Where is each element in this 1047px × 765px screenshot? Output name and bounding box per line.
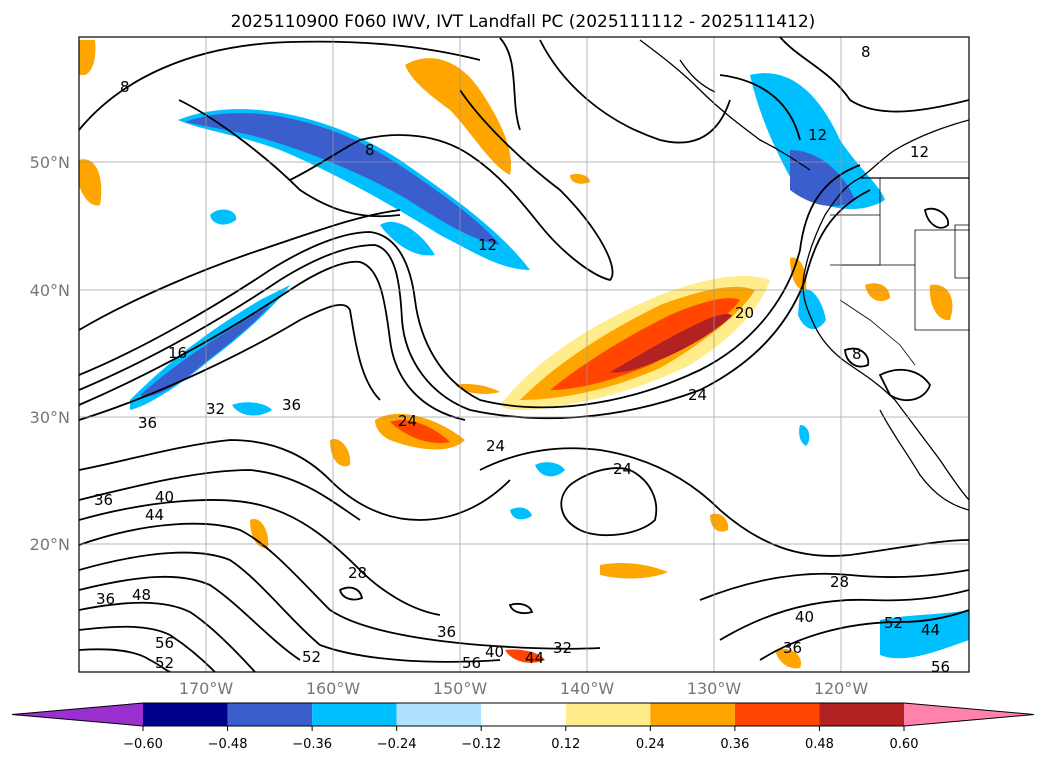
contour-labels: 8 8 12 8 12 12 16 20 24 24 24 24 32 36 3… xyxy=(94,43,950,676)
colorbar-segment-under xyxy=(12,703,143,726)
contour-label-32: 32 xyxy=(206,400,225,418)
contour-label-12: 12 xyxy=(808,126,827,144)
colorbar-segment xyxy=(312,703,397,726)
contour-label-56: 56 xyxy=(462,654,481,672)
lon-label-170w: 170°W xyxy=(179,679,234,698)
contour-label-8: 8 xyxy=(852,345,862,363)
colorbar-segment xyxy=(396,703,482,726)
contour-label-52: 52 xyxy=(302,648,321,666)
contour-label-36: 36 xyxy=(96,590,115,608)
contour-label-36: 36 xyxy=(783,639,802,657)
contour-label-16: 16 xyxy=(168,344,187,362)
graticule xyxy=(79,37,969,672)
contour-label-44: 44 xyxy=(525,649,544,667)
contour-label-36: 36 xyxy=(437,623,456,641)
colorbar-tick-label: −0.24 xyxy=(377,737,417,752)
contour-label-8: 8 xyxy=(120,78,130,96)
lon-label-140w: 140°W xyxy=(560,679,615,698)
contour-label-52: 52 xyxy=(884,614,903,632)
coastline xyxy=(639,39,969,511)
lon-label-160w: 160°W xyxy=(306,679,361,698)
lat-label-50n: 50°N xyxy=(30,153,70,172)
contour-label-56: 56 xyxy=(931,658,950,676)
lat-label-40n: 40°N xyxy=(30,281,70,300)
contour-label-44: 44 xyxy=(921,621,940,639)
contour-label-52: 52 xyxy=(155,654,174,672)
contour-label-40: 40 xyxy=(795,608,814,626)
colorbar-segment xyxy=(650,703,735,726)
latitude-labels: 50°N 40°N 30°N 20°N xyxy=(30,153,70,554)
contour-label-36: 36 xyxy=(138,414,157,432)
map-frame xyxy=(78,36,970,673)
colorbar-tick-label: −0.48 xyxy=(208,737,248,752)
contour-label-32: 32 xyxy=(553,639,572,657)
contour-label-12: 12 xyxy=(478,236,497,254)
contour-label-12: 12 xyxy=(910,143,929,161)
colorbar-tick-label: 0.24 xyxy=(636,737,665,752)
colorbar-tick-label: 0.12 xyxy=(551,737,580,752)
colorbar-segment xyxy=(734,703,820,726)
contour-label-8: 8 xyxy=(365,141,375,159)
contour-label-56: 56 xyxy=(155,634,174,652)
contour-label-40: 40 xyxy=(155,488,174,506)
colorbar-tick-label: 0.48 xyxy=(805,737,834,752)
chart-title: 2025110900 F060 IWV, IVT Landfall PC (20… xyxy=(231,12,816,32)
positive-anomaly-fills xyxy=(79,40,953,669)
colorbar-tick-label: −0.36 xyxy=(292,737,332,752)
contour-label-48: 48 xyxy=(132,586,151,604)
contour-label-44: 44 xyxy=(145,506,164,524)
lat-label-30n: 30°N xyxy=(30,408,70,427)
lon-label-150w: 150°W xyxy=(433,679,488,698)
lon-label-120w: 120°W xyxy=(814,679,869,698)
negative-anomaly-fills xyxy=(130,73,969,659)
borders xyxy=(830,178,969,366)
contour-label-24: 24 xyxy=(613,460,632,478)
contour-label-36: 36 xyxy=(94,491,113,509)
iwv-contours xyxy=(79,37,969,672)
longitude-labels: 170°W 160°W 150°W 140°W 130°W 120°W xyxy=(179,679,869,698)
contour-label-28: 28 xyxy=(348,564,367,582)
contour-label-28: 28 xyxy=(830,573,849,591)
contour-label-40: 40 xyxy=(485,643,504,661)
contour-label-24: 24 xyxy=(398,412,417,430)
colorbar-segment xyxy=(819,703,904,726)
colorbar-segment xyxy=(143,703,228,726)
contour-label-20: 20 xyxy=(735,304,754,322)
contour-label-24: 24 xyxy=(688,386,707,404)
lat-label-20n: 20°N xyxy=(30,535,70,554)
colorbar-tick-label: −0.60 xyxy=(123,737,163,752)
contour-label-24: 24 xyxy=(486,437,505,455)
colorbar-tick-label: 0.36 xyxy=(720,737,749,752)
lon-label-130w: 130°W xyxy=(687,679,742,698)
colorbar-segment xyxy=(481,703,566,726)
colorbar-tick-label: −0.12 xyxy=(461,737,501,752)
map-panel: 8 8 12 8 12 12 16 20 24 24 24 24 32 36 3… xyxy=(78,36,970,676)
contour-label-8: 8 xyxy=(861,43,871,61)
contour-label-36: 36 xyxy=(282,396,301,414)
colorbar-segment xyxy=(227,703,313,726)
colorbar-segment-over xyxy=(904,703,1034,726)
colorbar-segment xyxy=(565,703,651,726)
colorbar-tick-label: 0.60 xyxy=(890,737,919,752)
colorbar: −0.60 −0.48 −0.36 −0.24 −0.12 0.12 0.24 0.36 0.4… xyxy=(11,702,1035,752)
